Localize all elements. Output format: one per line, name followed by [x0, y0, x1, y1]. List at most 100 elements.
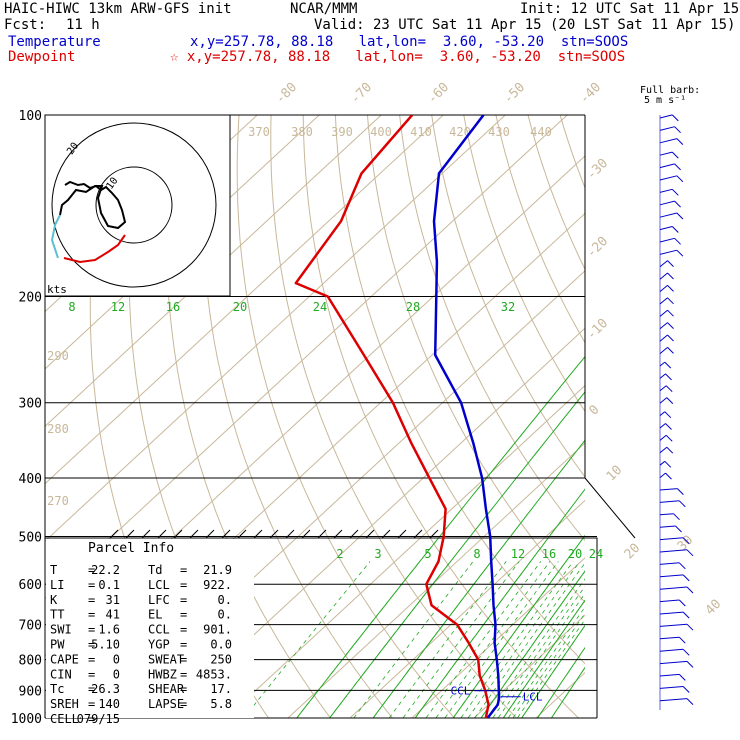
theta-label: 270	[47, 494, 69, 508]
parcel-value: =	[88, 652, 95, 666]
hatch-mark	[109, 529, 119, 539]
mixing-ratio-line	[536, 646, 585, 718]
wind-barb-flag	[686, 549, 694, 557]
wind-barb	[659, 599, 680, 603]
parcel-value: 4853.	[196, 667, 232, 681]
wind-barb-flag	[667, 347, 674, 354]
wind-barb	[659, 226, 673, 231]
parcel-value: =	[88, 712, 95, 726]
wind-barb-flag	[665, 373, 672, 381]
parcel-box-bg	[46, 539, 254, 718]
wind-barb-flag	[686, 661, 694, 668]
wind-barb-flag	[671, 188, 679, 196]
valid-time: Valid: 23 UTC Sat 11 Apr 15 (20 LST Sat …	[314, 17, 736, 33]
parcel-label: CCL	[148, 623, 170, 637]
wind-barb	[659, 200, 675, 206]
mixing-ratio-label: 28	[406, 300, 420, 314]
wind-barb	[659, 175, 678, 181]
isotherm-line	[45, 115, 382, 428]
wind-barb	[659, 334, 668, 342]
wind-barb-flag	[676, 249, 684, 257]
dewpoint-legend: Dewpoint	[8, 49, 76, 65]
isotherm-line	[163, 327, 585, 718]
theta-label: 440	[530, 125, 552, 139]
theta-label: 420	[449, 125, 471, 139]
parcel-value: 26.3	[91, 682, 120, 696]
wind-barb	[659, 673, 680, 677]
isotherm-line	[349, 499, 585, 718]
wind-barb-flag	[674, 237, 681, 245]
isotherm-line	[473, 614, 585, 718]
parcel-label: EL	[148, 608, 162, 622]
mixing-ratio-line	[480, 570, 585, 718]
isotherm-label: -50	[501, 80, 528, 107]
wind-barb-flag	[678, 500, 686, 508]
wind-barb	[659, 562, 680, 565]
parcel-value: 17.	[210, 682, 232, 696]
pressure-tick-label: 100	[19, 109, 42, 124]
moist-guide-line	[474, 562, 585, 718]
parcel-value: 21.9	[203, 563, 232, 577]
mixing-ratio-line	[328, 391, 585, 718]
parcel-value: =	[180, 652, 187, 666]
theta-label: 370	[248, 125, 270, 139]
parcel-label: LCL	[148, 578, 170, 592]
wind-barb	[659, 397, 668, 404]
wind-barb	[659, 347, 668, 354]
wind-barb	[659, 623, 688, 627]
hatch-mark	[269, 529, 279, 539]
parcel-value: 41	[106, 608, 120, 622]
parcel-value: =	[180, 697, 187, 711]
wind-barb	[659, 574, 684, 578]
wind-barb-flag	[678, 562, 686, 570]
parcel-value: 5.10	[91, 638, 120, 652]
wind-barb-flag	[686, 698, 694, 705]
wind-barb-flag	[666, 446, 674, 454]
parcel-value: 140	[98, 697, 120, 711]
wind-barb	[659, 114, 673, 119]
parcel-value: 0.0	[210, 638, 232, 652]
wind-barb-flag	[678, 674, 686, 681]
mixing-ratio-label: 16	[542, 547, 556, 561]
pressure-tick-label: 600	[19, 578, 42, 593]
mixing-ratio-line	[452, 534, 585, 718]
isotherm-line	[45, 115, 320, 370]
parcel-label: SWEAT	[148, 652, 184, 666]
moist-guide-line	[425, 561, 542, 718]
wind-barb	[659, 163, 675, 169]
wind-barb	[659, 212, 678, 218]
isotherm-label: 30	[675, 533, 697, 555]
parcel-value: 22.2	[91, 563, 120, 577]
wind-barb-flag	[675, 525, 682, 533]
parcel-label: CIN	[50, 667, 72, 681]
wind-barb	[659, 361, 666, 367]
mixing-ratio-label: 24	[313, 300, 327, 314]
moist-guide-line	[497, 592, 585, 718]
parcel-value: =	[180, 578, 187, 592]
wind-barb	[659, 549, 688, 553]
isotherm-label: 20	[622, 541, 644, 563]
wind-barb	[659, 525, 676, 528]
temperature-trace	[432, 115, 501, 718]
wind-barb-flag	[676, 175, 684, 183]
wind-barb	[659, 660, 688, 665]
parcel-label: LAPSE	[148, 697, 184, 711]
init-time: Init: 12 UTC Sat 11 Apr 15	[520, 1, 740, 17]
parcel-value: =	[180, 682, 187, 696]
wind-barb-flag	[667, 322, 674, 329]
hatch-mark	[381, 529, 391, 539]
moist-guide-line	[492, 585, 585, 718]
hatch-mark	[365, 529, 375, 539]
wind-barb-flag	[686, 623, 694, 631]
dry-adiabat-line	[202, 115, 394, 718]
parcel-label: SWI	[50, 623, 72, 637]
parcel-value: =	[88, 578, 95, 592]
pressure-tick-label: 400	[19, 472, 42, 487]
isotherm-label: -20	[584, 234, 611, 261]
wind-barb	[659, 648, 684, 652]
wind-barb	[659, 537, 684, 541]
wind-barb-flag	[686, 586, 694, 594]
mixing-ratio-label: 32	[501, 300, 515, 314]
parcel-value: 0	[113, 667, 120, 681]
wind-barb	[659, 586, 688, 590]
